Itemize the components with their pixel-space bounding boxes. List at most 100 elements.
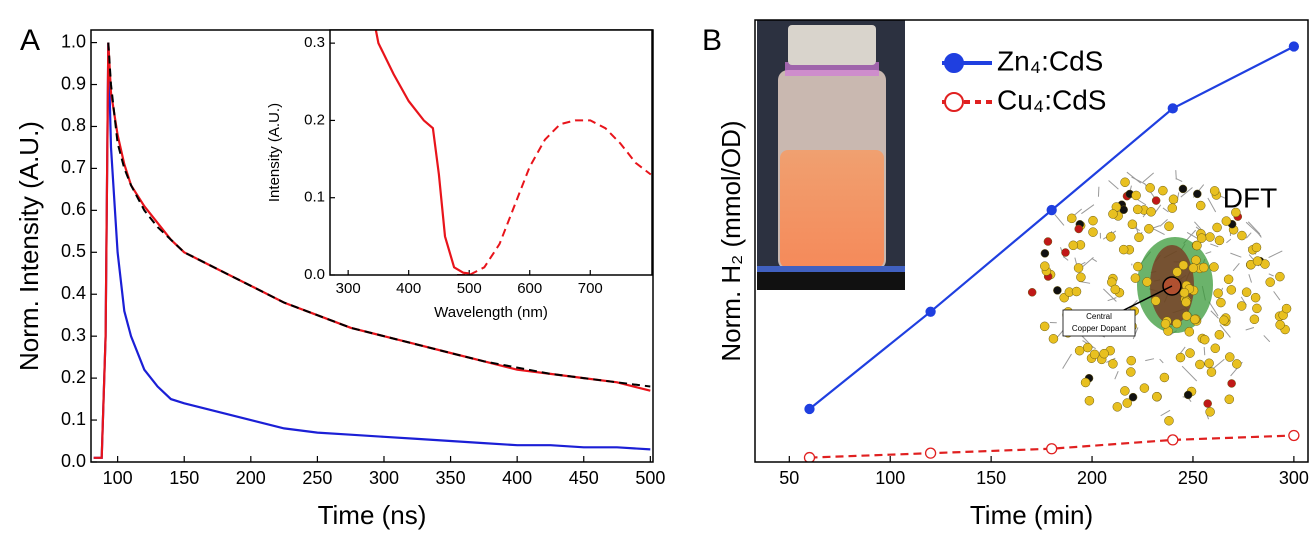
y-axis-label: Intensity (A.U.) — [266, 103, 283, 202]
atom — [1210, 343, 1221, 354]
atom — [1236, 301, 1247, 311]
atom — [1122, 398, 1133, 408]
atom — [1084, 395, 1095, 406]
x-tick-label: 500 — [635, 468, 665, 488]
bond — [1203, 346, 1206, 356]
x-tick-label: 100 — [103, 468, 133, 488]
y-tick-label: 0.9 — [61, 73, 86, 93]
legend-label: Zn₄:CdS — [997, 45, 1103, 76]
atom — [1226, 285, 1237, 295]
y-tick-label: 0.7 — [61, 157, 86, 177]
bond — [1054, 214, 1065, 226]
atom — [1213, 288, 1223, 298]
atom — [1108, 359, 1118, 369]
data-point — [1046, 204, 1057, 216]
atom — [1074, 345, 1085, 356]
x-tick-label: 400 — [396, 280, 421, 297]
x-axis-label: Wavelength (nm) — [434, 304, 548, 321]
y-tick-label: 0.2 — [61, 367, 86, 387]
atom — [1214, 235, 1225, 246]
atom — [1127, 219, 1138, 230]
legend-marker — [944, 53, 964, 73]
atom — [1126, 355, 1136, 366]
bond — [1145, 358, 1155, 362]
bond — [1232, 263, 1240, 272]
atom — [1144, 224, 1154, 234]
bond — [1175, 177, 1183, 182]
data-point — [1167, 434, 1179, 446]
x-tick-label: 50 — [779, 468, 799, 488]
atom — [1232, 359, 1242, 369]
series-group — [374, 30, 652, 275]
bond — [1248, 274, 1252, 283]
atom — [1118, 244, 1129, 255]
y-tick-label: 0.2 — [304, 111, 325, 128]
bond — [1159, 219, 1168, 227]
y-axis-label: Norm. H₂ (mmol/OD) — [716, 120, 746, 361]
bond — [1114, 370, 1119, 380]
x-tick-label: 200 — [1077, 468, 1107, 488]
atom — [1221, 216, 1232, 226]
atom — [1142, 277, 1152, 287]
atom — [1108, 209, 1118, 219]
atom — [1209, 262, 1219, 272]
atom — [1048, 334, 1059, 344]
bond — [1245, 232, 1252, 239]
atom — [1275, 320, 1285, 330]
atom — [1074, 224, 1083, 234]
atom — [1196, 233, 1207, 243]
y-tick-label: 0.4 — [61, 283, 86, 303]
atom — [1126, 367, 1136, 377]
x-tick-label: 300 — [336, 280, 361, 297]
atom — [1265, 277, 1275, 287]
x-tick-label: 200 — [236, 468, 266, 488]
atom — [1053, 286, 1062, 295]
bond — [1230, 252, 1242, 258]
y-tick-label: 0.3 — [304, 34, 325, 51]
atom — [1179, 287, 1190, 298]
atom — [1131, 190, 1141, 201]
table — [757, 266, 905, 272]
atom — [1071, 286, 1082, 297]
y-tick-label: 0.1 — [304, 189, 325, 206]
y-tick-label: 0.0 — [61, 451, 86, 471]
x-tick-label: 450 — [569, 468, 599, 488]
series-group — [93, 42, 651, 459]
bond — [1208, 301, 1219, 317]
atom — [1206, 367, 1217, 377]
atom — [1167, 203, 1178, 213]
data-point — [924, 447, 937, 459]
bond — [1186, 231, 1198, 239]
legend-label: Cu₄:CdS — [997, 84, 1106, 115]
atom — [1275, 271, 1285, 282]
bond — [1132, 327, 1139, 340]
series-line — [93, 42, 651, 459]
atom — [1088, 215, 1098, 226]
annotation: Copper Dopant — [1072, 324, 1127, 333]
x-tick-label: 100 — [875, 468, 905, 488]
atom — [1190, 314, 1200, 325]
atom — [1043, 237, 1053, 246]
bond — [1268, 250, 1283, 259]
bond — [1263, 335, 1271, 343]
atom — [1216, 297, 1226, 308]
atom — [1181, 311, 1192, 321]
atom — [1178, 184, 1188, 194]
atom — [1184, 327, 1195, 337]
x-tick-label: 250 — [1178, 468, 1208, 488]
atom — [1172, 267, 1182, 277]
atom — [1192, 240, 1202, 251]
series-group — [803, 41, 1300, 462]
atom — [1160, 319, 1171, 329]
x-axis-label: Time (min) — [970, 500, 1093, 530]
atom — [1227, 379, 1236, 388]
bond — [1160, 409, 1171, 417]
y-tick-label: 0.0 — [304, 266, 325, 283]
series-line — [809, 434, 1294, 459]
x-axis-label: Time (ns) — [318, 500, 427, 530]
table-base — [757, 272, 905, 290]
y-tick-label: 1.0 — [61, 31, 86, 51]
series-line — [107, 42, 651, 388]
atom — [1120, 177, 1130, 188]
atom — [1181, 297, 1191, 307]
